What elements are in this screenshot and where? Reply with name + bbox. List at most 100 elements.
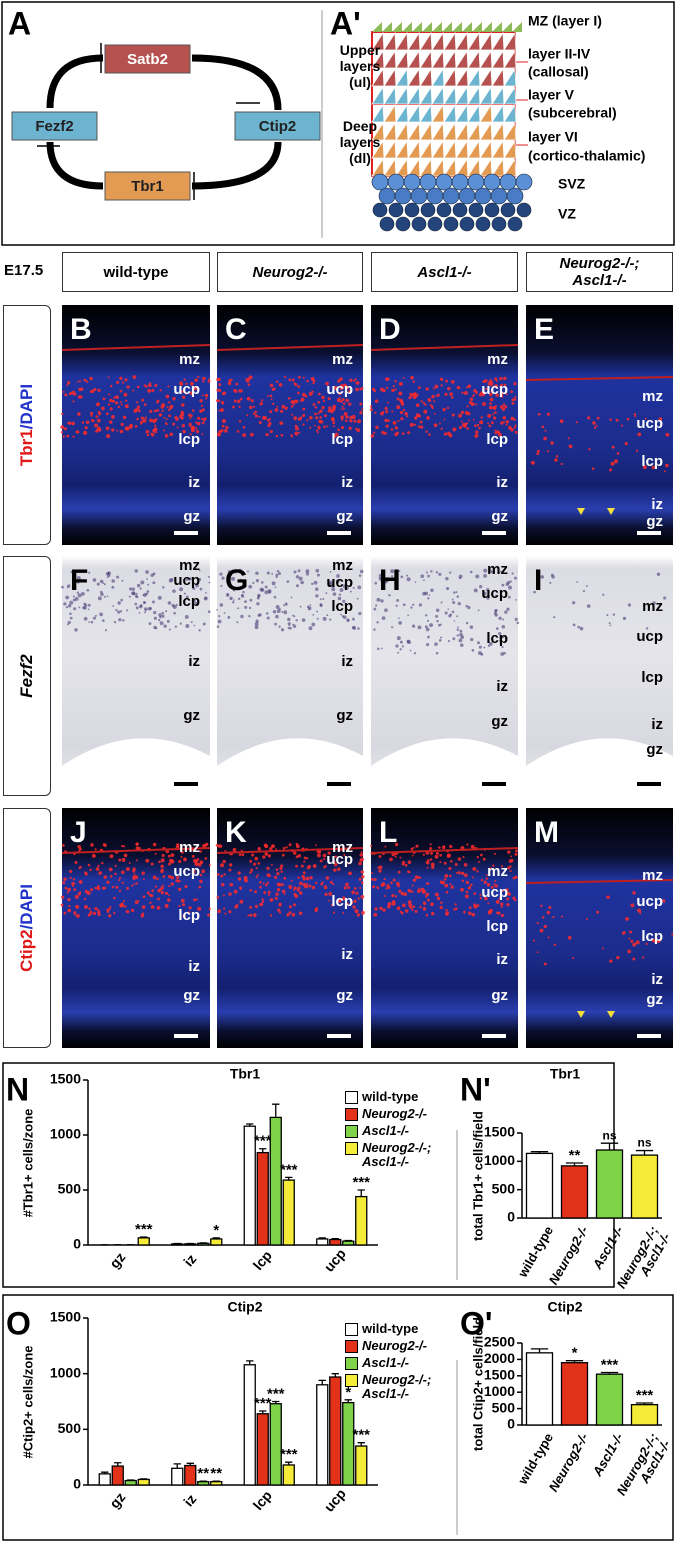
significance: *** xyxy=(352,1174,370,1191)
labelled-cell xyxy=(124,378,128,382)
labelled-cell xyxy=(425,430,428,433)
labelled-cell xyxy=(108,907,111,910)
neuron-shape xyxy=(443,85,457,105)
progenitor-cell xyxy=(474,187,492,205)
labelled-cell xyxy=(190,382,194,386)
stained-cell xyxy=(452,637,456,641)
labelled-cell xyxy=(175,845,180,849)
layer-group-label: Upper layers (ul) xyxy=(339,42,381,90)
labelled-cell xyxy=(149,901,152,905)
labelled-cell xyxy=(443,432,448,436)
y-tick-label: 1000 xyxy=(484,1383,515,1399)
stained-cell xyxy=(78,606,81,609)
error-bar xyxy=(272,1103,280,1118)
y-tick-label: 0 xyxy=(73,1236,81,1252)
progenitor-cell xyxy=(419,173,437,191)
labelled-cell xyxy=(637,432,642,437)
y-tick-label: 0 xyxy=(507,1209,515,1225)
labelled-cell xyxy=(356,913,361,917)
labelled-cell xyxy=(387,419,390,423)
labelled-cell xyxy=(490,390,493,393)
stained-cell xyxy=(205,591,207,594)
labelled-cell xyxy=(337,428,340,432)
labelled-cell xyxy=(98,871,102,875)
stained-cell xyxy=(457,602,461,606)
labelled-cell xyxy=(143,878,145,881)
y-tick-label: 0 xyxy=(507,1416,515,1432)
labelled-cell xyxy=(461,391,464,395)
stained-cell xyxy=(94,614,97,617)
labelled-cell xyxy=(180,850,184,854)
stained-cell xyxy=(435,571,439,574)
legend-label: Ascl1-/- xyxy=(362,1355,409,1370)
labelled-cell xyxy=(409,392,413,396)
labelled-cell xyxy=(504,405,508,409)
labelled-cell xyxy=(238,420,242,423)
legend-entry: Ascl1-/- xyxy=(345,1124,457,1138)
progenitor-cell xyxy=(371,173,389,191)
labelled-cell xyxy=(113,396,116,399)
labelled-cell xyxy=(410,890,414,893)
labelled-cell xyxy=(380,883,384,887)
labelled-cell xyxy=(472,876,475,879)
labelled-cell xyxy=(201,421,205,425)
zone-label: iz xyxy=(651,496,663,513)
labelled-cell xyxy=(406,415,409,418)
error-bar xyxy=(259,1410,267,1414)
labelled-cell xyxy=(358,861,362,866)
labelled-cell xyxy=(269,394,273,398)
mz-cell xyxy=(382,22,392,32)
neuron-shape xyxy=(431,139,445,159)
labelled-cell xyxy=(182,429,186,434)
zone-label: ucp xyxy=(636,628,663,645)
stained-cell xyxy=(275,605,280,610)
labelled-cell xyxy=(658,417,663,421)
bar xyxy=(184,1464,197,1486)
labelled-cell xyxy=(266,395,269,397)
labelled-cell xyxy=(149,418,153,423)
labelled-cell xyxy=(262,882,265,885)
labelled-cell xyxy=(506,903,510,907)
stained-cell xyxy=(138,604,143,609)
labelled-cell xyxy=(665,463,669,468)
labelled-cell xyxy=(425,914,429,917)
stained-cell xyxy=(446,586,450,591)
stained-cell xyxy=(483,573,487,578)
labelled-cell xyxy=(396,431,400,435)
labelled-cell xyxy=(639,912,642,915)
legend-entry: Neurog2-/- xyxy=(345,1107,457,1121)
stained-cell xyxy=(357,585,362,590)
bar xyxy=(316,1238,329,1246)
labelled-cell xyxy=(467,886,472,890)
stained-cell xyxy=(238,568,242,573)
labelled-cell xyxy=(199,873,203,877)
chart-title: Tbr1 xyxy=(230,1066,261,1082)
labelled-cell xyxy=(353,419,357,423)
labelled-cell xyxy=(430,852,434,855)
labelled-cell xyxy=(141,912,145,915)
labelled-cell xyxy=(634,415,637,418)
progenitor-cell xyxy=(500,202,516,218)
labelled-cell xyxy=(476,904,480,908)
zone-label: gz xyxy=(491,508,508,525)
neuron-shape xyxy=(431,157,445,177)
labelled-cell xyxy=(109,906,112,909)
stained-cell xyxy=(322,598,325,601)
stained-cell xyxy=(198,569,201,572)
labelled-cell xyxy=(72,884,74,887)
labelled-cell xyxy=(568,444,573,449)
stained-cell xyxy=(453,591,456,594)
stained-cell xyxy=(244,600,247,604)
zone-label: lcp xyxy=(178,907,200,924)
labelled-cell xyxy=(162,429,165,432)
bar xyxy=(124,1479,137,1486)
labelled-cell xyxy=(142,895,146,899)
stained-cell xyxy=(627,603,632,607)
stained-cell xyxy=(322,616,327,621)
labelled-cell xyxy=(476,870,479,873)
labelled-cell xyxy=(417,414,422,418)
labelled-cell xyxy=(465,890,469,894)
labelled-cell xyxy=(505,423,508,426)
mz-cell xyxy=(422,22,432,32)
